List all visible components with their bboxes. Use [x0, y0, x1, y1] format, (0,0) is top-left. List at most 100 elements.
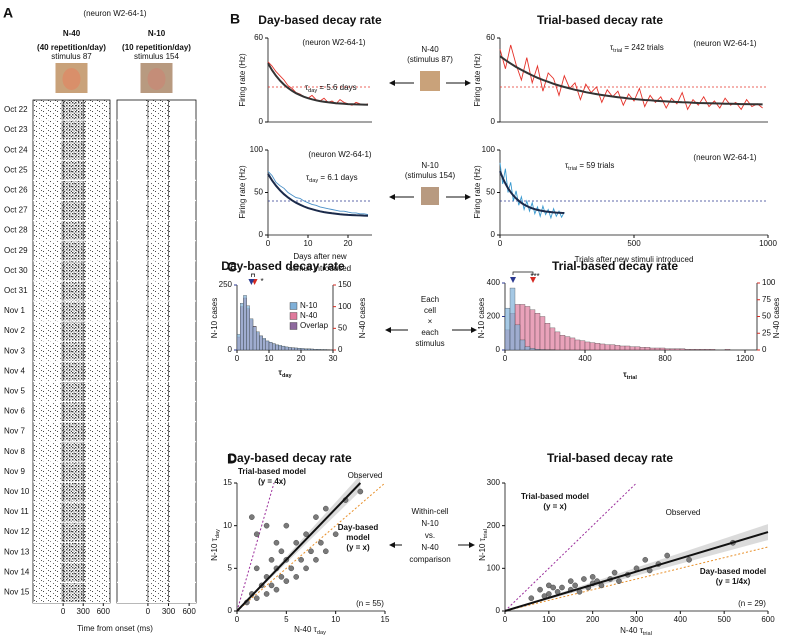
x-axis-label: τday: [278, 368, 292, 379]
date-label: Nov 13: [4, 547, 30, 556]
x-tick-label: 1200: [736, 354, 754, 363]
x-tick-label: 10: [265, 354, 274, 363]
neuron-id: (neuron W2-64-1): [308, 150, 371, 159]
scatter-point: [322, 548, 329, 555]
significance: ***: [530, 272, 539, 281]
y-tick-label: 0: [259, 117, 264, 126]
x-tick-label: 5: [284, 615, 289, 624]
scatter-point: [611, 569, 618, 576]
hist-bar: [574, 339, 581, 351]
scatter-point: [528, 595, 535, 602]
x-tick-label: 0: [503, 615, 508, 624]
tau-label: τtrial = 59 trials: [565, 161, 614, 172]
scatter-point: [313, 514, 319, 520]
model-label: (y = x): [543, 502, 567, 511]
tau-label-part: τ: [306, 173, 310, 182]
date-label: Oct 24: [4, 145, 28, 154]
hist-bar: [724, 349, 731, 351]
hist-bar: [634, 346, 641, 351]
hist-bar: [604, 344, 611, 351]
scatter-point: [322, 505, 329, 512]
y-axis-label-part: day: [215, 529, 221, 538]
median-marker: [510, 277, 516, 283]
middle-note: N-40: [421, 543, 439, 552]
date-label: Nov 8: [4, 447, 25, 456]
y-tick-label: 60: [254, 33, 263, 42]
x-axis-label-part: τ: [278, 368, 282, 377]
y-tick-label: 100: [482, 145, 496, 154]
model-label: Day-based model: [700, 567, 766, 576]
tau-label-part: τ: [305, 83, 309, 92]
hist-bar: [674, 348, 681, 351]
hist-bar: [297, 348, 302, 351]
date-label: Nov 10: [4, 487, 30, 496]
middle-note: ×: [428, 317, 433, 326]
hist-bar: [689, 349, 696, 351]
hist-bar: [599, 343, 606, 351]
panel-label: D: [227, 451, 237, 467]
hist-bar: [259, 335, 263, 351]
fit-line: [499, 55, 763, 106]
neuron-id: (neuron W2-64-1): [302, 38, 365, 47]
panel-label: C: [227, 259, 237, 275]
data-line: [499, 44, 763, 111]
hist-bar: [252, 326, 257, 351]
hist-bar: [579, 340, 586, 351]
hist-bar: [268, 342, 273, 351]
hist-bar: [539, 349, 546, 351]
neuron-id: (neuron W2-64-1): [693, 39, 756, 48]
model-line: [504, 546, 769, 612]
date-label: Oct 29: [4, 246, 28, 255]
stimulus-image: [421, 187, 439, 205]
middle-note: N-40: [421, 45, 439, 54]
hist-bar: [639, 347, 646, 351]
x-tick-label: 10: [304, 239, 313, 248]
x-axis-label-part: day: [282, 373, 293, 379]
scatter-point: [268, 582, 275, 589]
tau-label: τday = 5.6 days: [305, 83, 357, 94]
hist-bar: [704, 349, 711, 351]
y2-axis-label: N-40 cases: [772, 298, 781, 338]
x-tick-label: 600: [97, 607, 111, 616]
fit-line: [267, 173, 369, 217]
legend-label: Overlap: [300, 321, 329, 330]
hist-bar: [284, 346, 289, 351]
x-tick-label: 0: [266, 239, 271, 248]
scatter-point: [567, 578, 574, 584]
hist-bar: [320, 349, 324, 351]
date-label: Nov 11: [4, 507, 29, 516]
date-label: Oct 25: [4, 165, 28, 174]
x-tick-label: 300: [630, 615, 644, 624]
scatter-point: [318, 539, 324, 546]
chart-title: Day-based decay rate: [258, 13, 382, 27]
middle-note: cell: [424, 306, 436, 315]
x-tick-label: 400: [578, 354, 592, 363]
date-label: Oct 30: [4, 266, 28, 275]
hist-bar: [664, 348, 671, 351]
hist-bar: [544, 323, 551, 351]
date-label: Nov 7: [4, 427, 25, 436]
y-axis-label: N-10 τday: [210, 529, 221, 561]
scatter-point: [283, 578, 290, 584]
y-tick-label: 5: [228, 563, 233, 572]
hist-bar: [659, 347, 666, 351]
x-tick-label: 0: [498, 239, 503, 248]
hist-bar: [624, 345, 631, 351]
hist-bar: [609, 344, 616, 351]
hist-bar: [514, 324, 521, 351]
y-tick-label: 0: [228, 606, 233, 615]
date-label: Nov 5: [4, 387, 25, 396]
stimulus-image: [420, 71, 440, 91]
scatter-point: [313, 557, 319, 563]
y-tick-label: 0: [491, 117, 496, 126]
tau-label-part: trial: [568, 166, 577, 172]
x-axis-label: Days after new: [293, 252, 347, 261]
middle-note: (stimulus 87): [407, 55, 453, 64]
date-label: Nov 1: [4, 306, 25, 315]
condition-name: N-40: [63, 29, 81, 38]
middle-note: (stimulus 154): [405, 171, 456, 180]
scatter-point: [357, 488, 364, 495]
date-label: Nov 4: [4, 366, 25, 375]
x-axis-label: Trials after new stimuli introduced: [575, 255, 694, 264]
y-axis-label: Firing rate (Hz): [238, 165, 247, 219]
